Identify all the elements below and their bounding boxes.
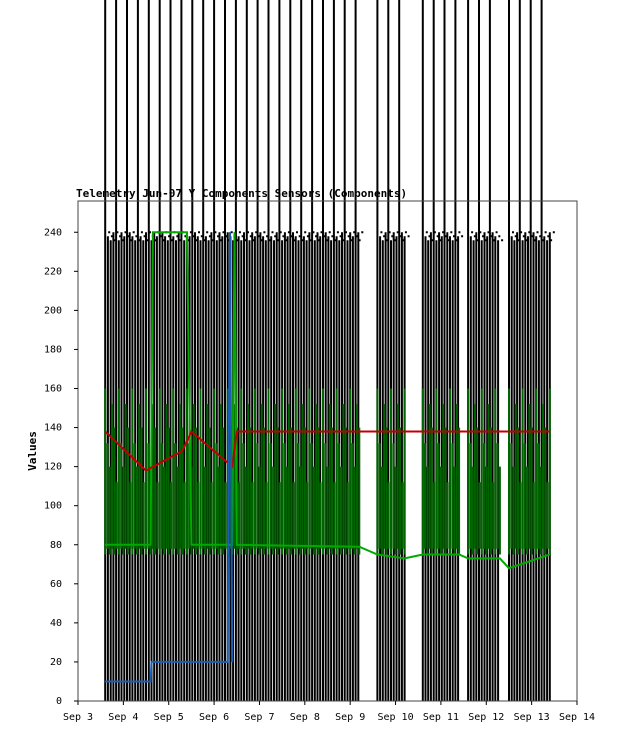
- band-segment-3: [467, 388, 501, 555]
- plot-frame: [77, 200, 578, 702]
- y-tick-label-2: 40: [50, 618, 62, 629]
- y-tick-label-12: 240: [44, 227, 62, 238]
- point-2-6: [234, 231, 236, 233]
- x-axis: Sep 3 Sep 4 Sep 5 Sep 6 Sep 7 Sep 8 Sep 9 Sep 1…: [63, 701, 595, 723]
- point-3-5: [236, 430, 238, 432]
- band-segment-1: [376, 388, 406, 555]
- point-2-10: [404, 557, 406, 559]
- band-segment-2: [421, 388, 461, 555]
- x-tick-label-0: Sep 3: [63, 712, 93, 723]
- series-0: [104, 0, 555, 701]
- point-2-16: [549, 554, 551, 556]
- x-tick-label-5: Sep 8: [290, 712, 320, 723]
- point-3-3: [190, 430, 192, 432]
- point-2-0: [104, 544, 106, 546]
- y-axis-title: Values: [26, 431, 39, 471]
- point-3-1: [145, 470, 147, 472]
- y-tick-label-8: 160: [44, 384, 62, 395]
- band-segment-0: [104, 388, 361, 555]
- point-2-7: [236, 544, 238, 546]
- y-tick-label-1: 20: [50, 657, 62, 668]
- y-tick-label-7: 140: [44, 423, 62, 434]
- x-tick-label-10: Sep 13: [514, 712, 550, 723]
- series-4: [104, 231, 234, 683]
- point-2-13: [467, 557, 469, 559]
- y-tick-label-0: 0: [56, 696, 62, 707]
- point-4-5: [229, 231, 231, 233]
- spike-segment-4: [508, 0, 555, 701]
- x-tick-label-8: Sep 11: [423, 712, 459, 723]
- spike-segment-1: [376, 0, 410, 701]
- point-4-1: [150, 680, 152, 682]
- y-tick-label-6: 120: [44, 462, 62, 473]
- y-tick-label-11: 220: [44, 266, 62, 277]
- y-tick-label-9: 180: [44, 344, 62, 355]
- y-tick-label-10: 200: [44, 305, 62, 316]
- point-2-11: [422, 554, 424, 556]
- point-4-2: [150, 661, 152, 663]
- y-tick-label-3: 60: [50, 579, 62, 590]
- point-2-8: [358, 546, 360, 548]
- point-4-0: [104, 680, 106, 682]
- point-2-15: [508, 567, 510, 569]
- point-3-2: [181, 450, 183, 452]
- chart-title: Telemetry Jun-07 Y Components Sensors (C…: [76, 187, 407, 200]
- x-tick-label-4: Sep 7: [244, 712, 274, 723]
- point-2-14: [499, 557, 501, 559]
- data-layer: [104, 0, 555, 701]
- x-tick-label-3: Sep 6: [199, 712, 229, 723]
- series-1: [104, 388, 551, 555]
- y-tick-label-4: 80: [50, 540, 62, 551]
- x-tick-label-6: Sep 9: [335, 712, 365, 723]
- y-tick-label-5: 100: [44, 501, 62, 512]
- y-axis: 0 20 40 60 80 100 120 140 160 180 200 220 240: [44, 227, 78, 707]
- point-3-0: [104, 430, 106, 432]
- x-tick-label-9: Sep 12: [468, 712, 504, 723]
- point-2-12: [458, 554, 460, 556]
- point-2-4: [190, 544, 192, 546]
- x-tick-label-2: Sep 5: [154, 712, 184, 723]
- point-2-3: [186, 231, 188, 233]
- point-4-6: [231, 661, 233, 663]
- spike-segment-2: [421, 0, 464, 701]
- point-4-4: [227, 661, 229, 663]
- spike-segment-3: [467, 0, 504, 701]
- x-tick-label-1: Sep 4: [108, 712, 138, 723]
- x-tick-label-11: Sep 14: [559, 712, 595, 723]
- point-3-6: [549, 430, 551, 432]
- point-2-1: [150, 544, 152, 546]
- series-2: [104, 231, 551, 570]
- x-tick-label-7: Sep 10: [377, 712, 413, 723]
- band-segment-4: [508, 388, 551, 555]
- point-2-9: [376, 554, 378, 556]
- point-2-2: [152, 231, 154, 233]
- point-4-3: [186, 661, 188, 663]
